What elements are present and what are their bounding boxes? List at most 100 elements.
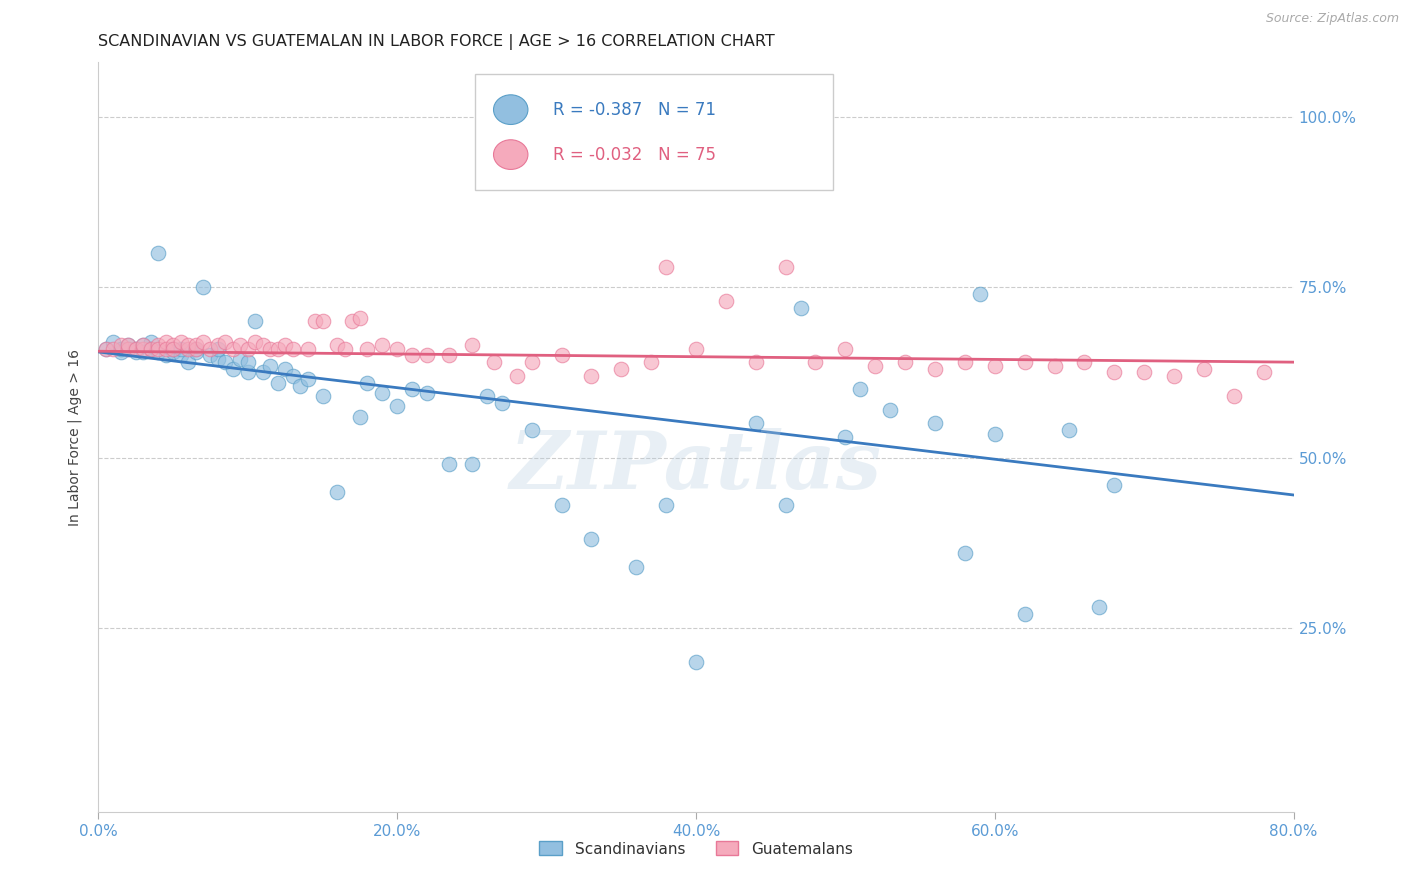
Point xyxy=(297,342,319,356)
Point xyxy=(103,342,125,356)
Point xyxy=(849,383,872,397)
Point xyxy=(349,310,371,325)
Point xyxy=(984,359,1007,373)
Point xyxy=(416,348,439,362)
Point xyxy=(229,338,252,352)
Point xyxy=(281,368,304,383)
Point xyxy=(969,287,991,301)
Point xyxy=(155,342,177,356)
Point xyxy=(103,334,125,349)
Point xyxy=(125,342,148,356)
Point xyxy=(655,260,678,274)
Point xyxy=(1133,365,1156,379)
Point xyxy=(1059,423,1081,437)
Point xyxy=(184,342,207,356)
Point xyxy=(865,359,887,373)
Point xyxy=(229,351,252,366)
Point xyxy=(117,338,139,352)
Point xyxy=(207,338,229,352)
Point xyxy=(132,338,155,352)
Point xyxy=(1043,359,1066,373)
Ellipse shape xyxy=(494,140,527,169)
Point xyxy=(342,314,364,328)
Point xyxy=(236,365,259,379)
Point xyxy=(281,342,304,356)
Point xyxy=(177,342,200,356)
Point xyxy=(326,338,349,352)
Point xyxy=(236,342,259,356)
Point xyxy=(984,426,1007,441)
Point xyxy=(894,355,917,369)
Point xyxy=(745,417,768,431)
Point xyxy=(311,389,333,403)
Point xyxy=(139,342,162,356)
Point xyxy=(245,314,267,328)
Point xyxy=(139,342,162,356)
Point xyxy=(439,348,461,362)
Point xyxy=(191,280,214,294)
Point xyxy=(259,359,281,373)
Point xyxy=(333,342,356,356)
Point xyxy=(1192,362,1215,376)
Point xyxy=(371,338,394,352)
Point xyxy=(191,334,214,349)
Text: R = -0.387   N = 71: R = -0.387 N = 71 xyxy=(553,101,716,119)
Text: ZIPatlas: ZIPatlas xyxy=(510,428,882,506)
Point xyxy=(184,342,207,356)
Point xyxy=(184,338,207,352)
Point xyxy=(385,342,409,356)
Text: R = -0.032   N = 75: R = -0.032 N = 75 xyxy=(553,145,716,163)
Point xyxy=(401,383,423,397)
Point xyxy=(169,348,191,362)
Point xyxy=(1253,365,1275,379)
Point xyxy=(252,338,274,352)
Point xyxy=(125,342,148,356)
Point xyxy=(117,338,139,352)
Point xyxy=(267,342,290,356)
Y-axis label: In Labor Force | Age > 16: In Labor Force | Age > 16 xyxy=(67,349,83,525)
Point xyxy=(326,484,349,499)
Point xyxy=(1223,389,1246,403)
Point xyxy=(162,338,184,352)
Point xyxy=(110,345,132,359)
Point xyxy=(714,293,737,308)
Point xyxy=(148,342,170,356)
Point xyxy=(581,533,603,547)
Point xyxy=(267,376,290,390)
Point xyxy=(125,345,148,359)
Point xyxy=(953,355,976,369)
Point xyxy=(297,372,319,386)
Ellipse shape xyxy=(494,95,527,125)
Point xyxy=(879,402,901,417)
Point xyxy=(685,342,707,356)
Point xyxy=(245,334,267,349)
Point xyxy=(132,345,155,359)
Point xyxy=(804,355,827,369)
Point xyxy=(148,338,170,352)
Point xyxy=(745,355,768,369)
Point xyxy=(288,379,311,393)
Point xyxy=(207,342,229,356)
Point xyxy=(252,365,274,379)
Point xyxy=(953,546,976,560)
Point xyxy=(1104,365,1126,379)
Text: SCANDINAVIAN VS GUATEMALAN IN LABOR FORCE | AGE > 16 CORRELATION CHART: SCANDINAVIAN VS GUATEMALAN IN LABOR FORC… xyxy=(98,34,775,50)
Point xyxy=(169,334,191,349)
Point xyxy=(775,260,797,274)
Point xyxy=(222,342,245,356)
Point xyxy=(1163,368,1185,383)
Point xyxy=(640,355,662,369)
Point xyxy=(626,559,648,574)
Point xyxy=(401,348,423,362)
Point xyxy=(139,334,162,349)
Point xyxy=(1073,355,1095,369)
Point xyxy=(222,362,245,376)
Point xyxy=(581,368,603,383)
Point xyxy=(155,348,177,362)
Point xyxy=(214,355,236,369)
Point xyxy=(94,342,117,356)
Point xyxy=(924,362,946,376)
Point xyxy=(385,400,409,414)
Point xyxy=(1014,355,1036,369)
Point xyxy=(200,342,222,356)
